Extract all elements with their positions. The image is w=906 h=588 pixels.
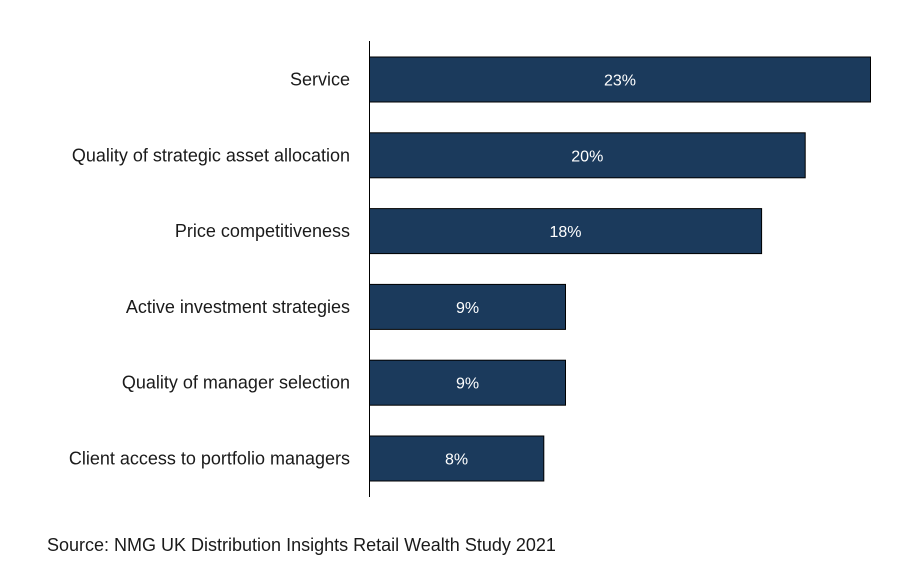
bar: [369, 435, 545, 482]
horizontal-bar-chart: 23% 20% 18% 9% 9% 8% Service Quality of strate…: [69, 41, 871, 497]
bar-value-label: 9%: [456, 300, 479, 317]
category-label: Active investment strategies: [126, 297, 350, 317]
bars-group: 23% 20% 18% 9% 9% 8%: [369, 56, 871, 482]
category-label: Client access to portfolio managers: [69, 449, 350, 469]
bar-value-label: 20%: [571, 148, 603, 165]
category-label: Service: [290, 70, 350, 90]
category-labels-group: Service Quality of strategic asset alloca…: [69, 70, 350, 469]
bar: [369, 56, 871, 103]
bar-value-label: 18%: [549, 224, 581, 241]
bar-value-label: 23%: [604, 73, 636, 90]
bar: [369, 359, 566, 406]
source-note: Source: NMG UK Distribution Insights Ret…: [47, 535, 556, 555]
bar: [369, 132, 806, 179]
category-label: Quality of manager selection: [122, 373, 350, 393]
bar-value-label: 9%: [456, 376, 479, 393]
category-label: Price competitiveness: [175, 221, 350, 241]
category-label: Quality of strategic asset allocation: [72, 145, 350, 165]
bar: [369, 208, 763, 255]
bar-value-label: 8%: [445, 452, 468, 469]
bar: [369, 283, 566, 330]
